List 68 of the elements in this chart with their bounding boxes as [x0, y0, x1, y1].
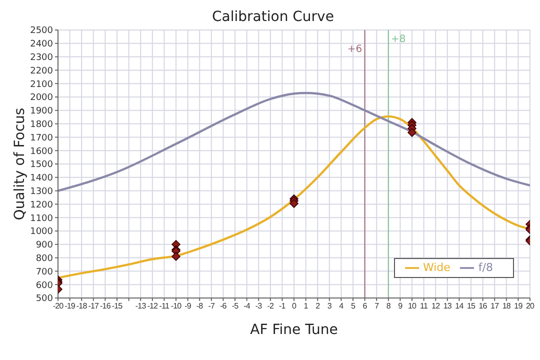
- x-tick-label: 5: [350, 302, 356, 311]
- x-tick-label: 19: [514, 302, 524, 311]
- y-tick-label: 700: [36, 267, 54, 278]
- x-tick-label: -20: [52, 302, 64, 311]
- x-tick-label: 7: [374, 302, 380, 311]
- legend-label: f/8: [478, 261, 493, 274]
- x-tick-label: -5: [232, 302, 240, 311]
- y-tick-label: 1400: [30, 174, 54, 184]
- x-tick-label: 14: [455, 302, 464, 311]
- x-tick-label: -12: [147, 302, 159, 311]
- y-tick-label: 2200: [30, 66, 54, 76]
- y-tick-label: 600: [36, 280, 54, 291]
- x-tick-label: 11: [420, 302, 428, 311]
- x-tick-label: 3: [327, 302, 332, 311]
- x-tick-label: 0: [292, 302, 297, 311]
- x-tick-label: -11: [159, 302, 170, 311]
- x-tick-label: -2: [267, 302, 274, 311]
- y-tick-label: 1100: [30, 214, 54, 224]
- x-tick-label: -18: [76, 302, 88, 311]
- y-tick-label: 2500: [30, 26, 54, 36]
- chart-title: Calibration Curve: [211, 8, 335, 26]
- y-tick-label: 500: [36, 294, 54, 304]
- x-tick-label: 16: [478, 302, 488, 311]
- y-tick-label: 1500: [30, 160, 54, 170]
- y-tick-label: 1700: [30, 133, 54, 144]
- x-tick-label: -6: [220, 302, 228, 311]
- y-tick-label: 2400: [30, 40, 54, 50]
- x-tick-label: -13: [135, 302, 147, 311]
- y-tick-label: 1000: [30, 227, 54, 238]
- x-tick-label: 6: [362, 302, 368, 311]
- ref-line-label: +8: [391, 34, 406, 46]
- x-tick-label: -3: [255, 302, 263, 311]
- y-axis-title: Quality of Focus: [12, 108, 28, 220]
- y-tick-label: 1900: [30, 106, 54, 117]
- ref-line-label: +6: [347, 44, 362, 56]
- x-tick-label: 2: [316, 302, 321, 311]
- y-tick-label: 800: [36, 254, 54, 264]
- x-tick-label: 4: [339, 302, 344, 311]
- x-axis-title: AF Fine Tune: [250, 322, 338, 338]
- x-tick-label: -10: [170, 302, 182, 311]
- y-tick-label: 1200: [30, 200, 54, 210]
- x-tick-label: -1: [279, 302, 286, 311]
- x-tick-label: -8: [196, 302, 204, 311]
- x-tick-label: 12: [432, 302, 441, 311]
- x-tick-label: -9: [184, 302, 192, 311]
- x-tick-label: 8: [386, 302, 392, 311]
- x-tick-label: -4: [244, 302, 251, 311]
- x-tick-label: -16: [100, 302, 112, 311]
- x-tick-label: -15: [112, 302, 124, 311]
- x-tick-label: 13: [443, 302, 452, 311]
- y-tick-label: 1800: [30, 120, 54, 130]
- x-tick-label: 1: [304, 302, 309, 311]
- x-tick-label: -19: [64, 302, 76, 311]
- x-tick-label: 17: [490, 302, 500, 311]
- x-tick-label: 15: [466, 302, 476, 311]
- x-tick-label: 18: [502, 302, 512, 311]
- x-tick-label: 9: [398, 302, 404, 311]
- y-tick-label: 2300: [30, 52, 54, 63]
- y-tick-label: 1300: [30, 186, 54, 197]
- y-tick-label: 2000: [30, 93, 54, 104]
- x-tick-label: -7: [208, 302, 216, 311]
- y-tick-label: 1600: [30, 146, 54, 157]
- y-tick-label: 2100: [30, 80, 54, 90]
- legend-label: Wide: [422, 261, 450, 274]
- x-tick-label: 20: [526, 302, 535, 311]
- x-tick-label: 10: [408, 302, 417, 311]
- x-tick-label: -17: [88, 302, 100, 311]
- y-tick-label: 900: [36, 240, 54, 251]
